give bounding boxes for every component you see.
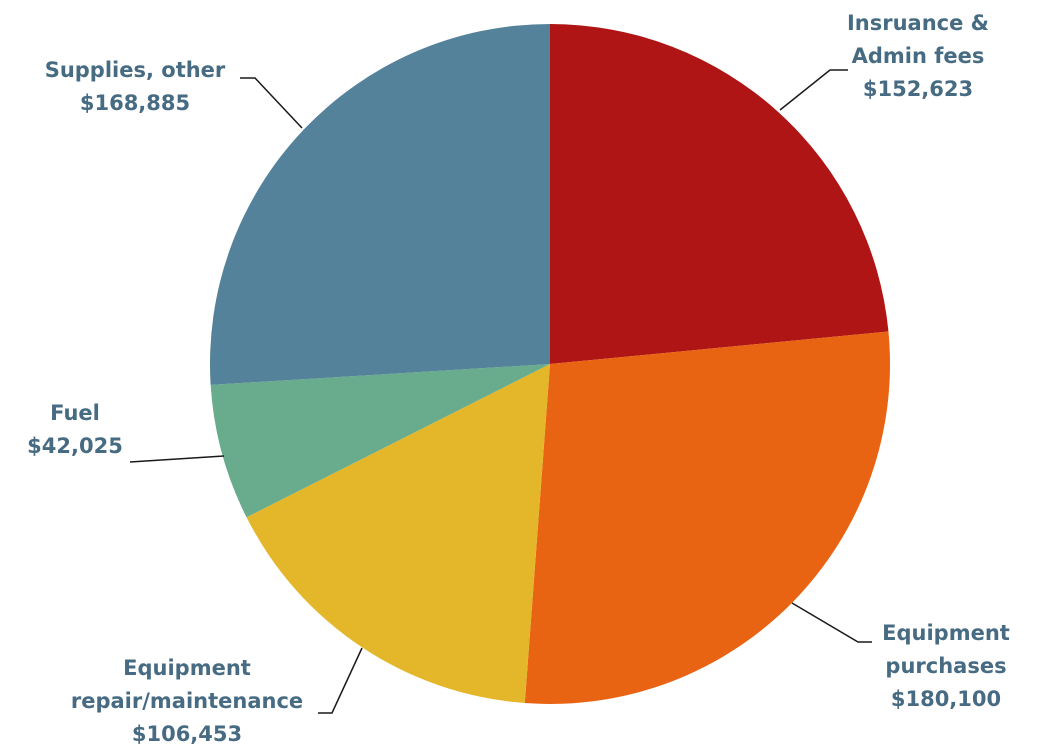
data-label-category: Supplies, other	[45, 58, 226, 82]
data-label-value: $168,885	[80, 91, 190, 115]
data-label-category: repair/maintenance	[71, 689, 303, 713]
pie-slice-insruance-admin-fees	[550, 23, 889, 364]
data-label: Equipment repair/maintenance $106,453	[71, 656, 303, 746]
pie-slice-equipment-repair-maintenance	[246, 364, 550, 704]
leader-line	[240, 77, 303, 129]
leader-lines	[129, 69, 872, 714]
data-label-value: $152,623	[863, 77, 973, 101]
data-label-category: Insruance &	[847, 11, 989, 35]
data-label-category: purchases	[885, 654, 1006, 678]
data-label-value: $106,453	[132, 722, 242, 746]
pie-slice-fuel	[210, 364, 550, 518]
data-labels: Insruance & Admin fees $152,623 Equipment pu…	[27, 11, 1010, 746]
data-label: Equipment purchases $180,100	[882, 621, 1010, 711]
data-label-value: $42,025	[27, 434, 123, 458]
data-label-category: Admin fees	[852, 44, 985, 68]
pie-slice-supplies-other	[209, 24, 550, 385]
data-label: Supplies, other $168,885	[45, 58, 226, 115]
data-label: Insruance & Admin fees $152,623	[847, 11, 989, 101]
leader-line	[779, 69, 848, 111]
leader-line	[318, 647, 363, 714]
data-label-category: Equipment	[882, 621, 1010, 645]
leader-line	[791, 602, 872, 643]
data-label: Fuel $42,025	[27, 401, 123, 458]
pie-slice-equipment-purchases	[524, 331, 891, 704]
leader-line	[129, 455, 225, 463]
pie-slices	[209, 23, 891, 704]
data-label-category: Equipment	[123, 656, 251, 680]
data-label-category: Fuel	[50, 401, 100, 425]
data-label-value: $180,100	[891, 687, 1001, 711]
